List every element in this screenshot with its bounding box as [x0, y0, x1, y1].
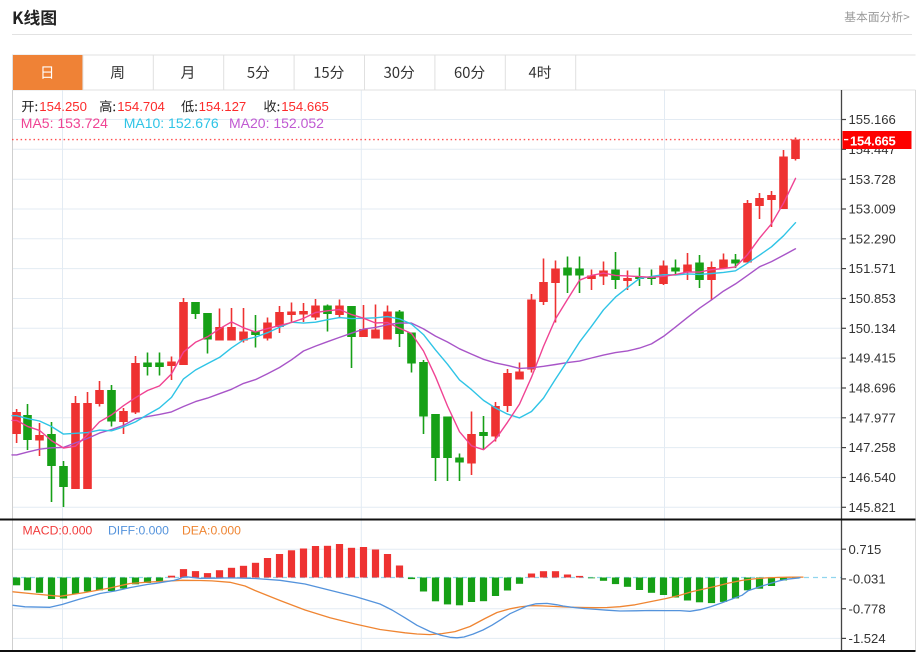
svg-text:MACD:0.000: MACD:0.000: [23, 523, 93, 537]
svg-text:147.258: 147.258: [849, 440, 896, 455]
svg-text:-1.524: -1.524: [849, 631, 886, 646]
svg-text:149.415: 149.415: [849, 351, 896, 366]
svg-text:153.728: 153.728: [849, 172, 896, 187]
svg-text:-0.778: -0.778: [849, 601, 886, 616]
svg-text:145.821: 145.821: [849, 500, 896, 515]
svg-text:MA20: 152.052: MA20: 152.052: [229, 115, 324, 131]
svg-text:0.715: 0.715: [849, 542, 882, 557]
svg-text:155.166: 155.166: [849, 112, 896, 127]
svg-text:154.665: 154.665: [281, 99, 329, 114]
svg-text:153.009: 153.009: [849, 202, 896, 217]
svg-text:DIFF:0.000: DIFF:0.000: [108, 523, 169, 537]
svg-text:154.127: 154.127: [199, 99, 247, 114]
svg-text:154.704: 154.704: [117, 99, 165, 114]
svg-text:150.134: 150.134: [849, 321, 896, 336]
svg-text:148.696: 148.696: [849, 381, 896, 396]
svg-text:154.250: 154.250: [39, 99, 87, 114]
svg-text:DEA:0.000: DEA:0.000: [182, 523, 241, 537]
svg-text:152.290: 152.290: [849, 231, 896, 246]
svg-text:MA10: 152.676: MA10: 152.676: [124, 115, 219, 131]
svg-text:147.977: 147.977: [849, 410, 896, 425]
svg-text:MA5: 153.724: MA5: 153.724: [21, 115, 108, 131]
svg-text:146.540: 146.540: [849, 470, 896, 485]
svg-text:151.571: 151.571: [849, 261, 896, 276]
svg-text:150.853: 150.853: [849, 291, 896, 306]
svg-text:154.665: 154.665: [850, 134, 896, 149]
svg-text:-0.031: -0.031: [849, 572, 886, 587]
